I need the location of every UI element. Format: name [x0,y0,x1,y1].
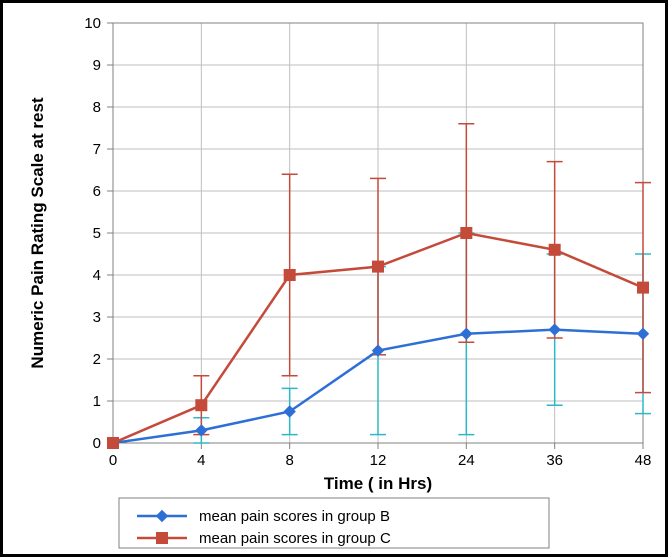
x-tick-label: 4 [197,452,205,469]
x-tick-label: 24 [458,452,475,469]
pain-rating-chart: 01234567891004812243648Time ( in Hrs)Num… [3,3,665,554]
y-tick-label: 0 [93,435,101,452]
marker-square [196,400,207,411]
y-axis-title: Numeric Pain Rating Scale at rest [28,97,47,368]
legend-label-groupC: mean pain scores in group C [199,530,391,547]
y-tick-label: 3 [93,309,101,326]
legend: mean pain scores in group B mean pain sco… [119,498,549,548]
marker-square [108,438,119,449]
y-tick-label: 4 [93,267,101,284]
y-tick-label: 6 [93,183,101,200]
x-tick-label: 36 [546,452,563,469]
y-tick-label: 8 [93,99,101,116]
x-tick-label: 8 [285,452,293,469]
x-tick-label: 0 [109,452,117,469]
chart-frame: 01234567891004812243648Time ( in Hrs)Num… [0,0,668,557]
x-tick-label: 12 [370,452,387,469]
marker-square [373,261,384,272]
marker-square [638,282,649,293]
y-tick-label: 2 [93,351,101,368]
y-tick-label: 1 [93,393,101,410]
y-tick-label: 10 [84,15,101,32]
marker-square [461,228,472,239]
marker-square [157,533,168,544]
y-tick-label: 9 [93,57,101,74]
x-axis-title: Time ( in Hrs) [324,474,432,493]
legend-label-groupB: mean pain scores in group B [199,508,390,525]
marker-square [284,270,295,281]
y-tick-label: 7 [93,141,101,158]
x-tick-label: 48 [635,452,652,469]
marker-square [549,244,560,255]
y-tick-label: 5 [93,225,101,242]
